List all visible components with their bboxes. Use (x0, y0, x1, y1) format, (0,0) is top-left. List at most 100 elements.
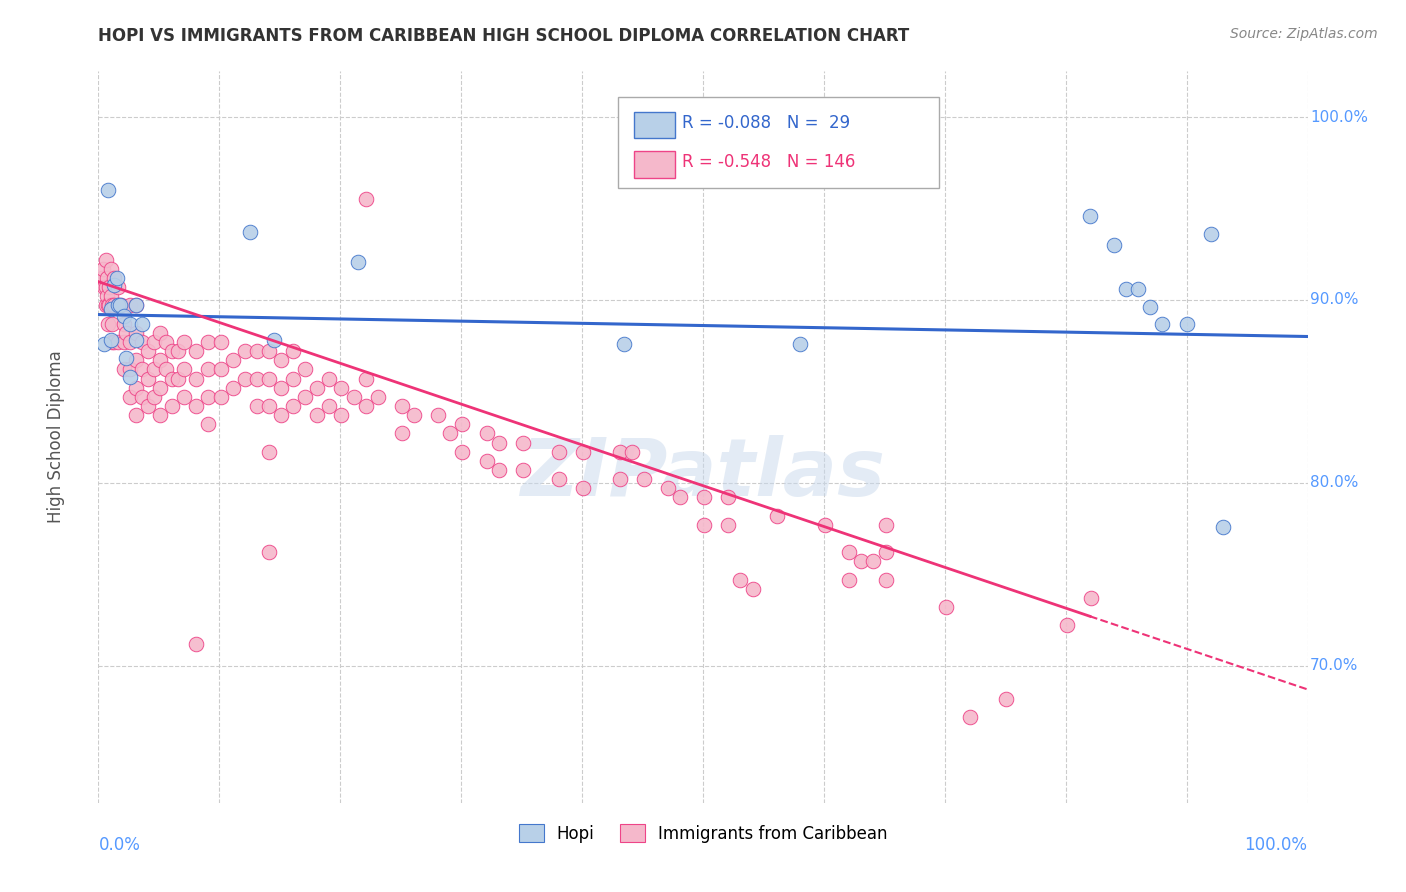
Point (239, 225, 262, 239)
Point (125, 298, 148, 312)
Point (620, 444, 643, 458)
Point (838, 573, 860, 587)
Point (125, 326, 148, 340)
Point (572, 444, 595, 458)
Point (112, 310, 135, 324)
Point (136, 344, 159, 359)
Point (862, 554, 884, 568)
Point (572, 481, 595, 495)
Point (512, 463, 534, 477)
Point (875, 517, 897, 532)
Point (107, 298, 129, 312)
Point (814, 517, 837, 532)
Point (197, 417, 219, 432)
Point (402, 408, 425, 422)
Point (548, 444, 571, 458)
Text: 0.0%: 0.0% (98, 836, 141, 854)
Point (1199, 227, 1222, 241)
Text: 100.0%: 100.0% (1310, 110, 1368, 125)
Point (1080, 591, 1102, 605)
Point (108, 298, 131, 312)
Point (149, 353, 172, 368)
Point (307, 408, 329, 422)
Point (91, 271, 114, 285)
Point (197, 334, 219, 349)
Point (257, 444, 280, 458)
Text: Source: ZipAtlas.com: Source: ZipAtlas.com (1230, 27, 1378, 41)
Point (97, 183, 120, 197)
Point (439, 426, 461, 441)
Point (1078, 209, 1101, 223)
Point (197, 390, 219, 404)
Point (155, 362, 177, 376)
Point (633, 472, 655, 486)
Point (391, 399, 413, 413)
Text: High School Diploma: High School Diploma (46, 351, 65, 524)
Point (103, 298, 125, 312)
Point (875, 545, 897, 559)
Point (717, 491, 740, 505)
Point (669, 491, 692, 505)
Point (100, 261, 122, 276)
Point (160, 399, 183, 413)
Point (347, 254, 370, 268)
Point (693, 491, 716, 505)
Point (112, 362, 135, 376)
Point (115, 326, 138, 340)
Point (186, 371, 208, 385)
Point (246, 344, 269, 359)
Point (1115, 282, 1137, 296)
Point (294, 390, 316, 404)
Text: 70.0%: 70.0% (1310, 658, 1358, 673)
Point (103, 278, 125, 293)
Point (136, 399, 159, 413)
Point (318, 399, 340, 413)
Point (246, 399, 269, 413)
Point (935, 600, 957, 615)
Point (131, 317, 153, 331)
Point (1152, 317, 1174, 331)
Point (143, 362, 166, 376)
Point (475, 426, 498, 441)
Point (1056, 618, 1078, 632)
Legend: Hopi, Immigrants from Caribbean: Hopi, Immigrants from Caribbean (512, 818, 894, 849)
Point (257, 545, 280, 559)
Point (105, 271, 128, 285)
Point (103, 334, 125, 349)
Point (118, 317, 141, 331)
Point (107, 280, 129, 294)
Point (391, 426, 413, 441)
Point (167, 344, 190, 359)
Point (149, 326, 172, 340)
Point (112, 334, 135, 349)
Point (131, 362, 153, 376)
Point (209, 390, 232, 404)
Point (94, 280, 117, 294)
Point (1128, 282, 1150, 296)
Point (851, 554, 873, 568)
Point (263, 333, 285, 347)
Point (281, 344, 304, 359)
Point (118, 362, 141, 376)
Point (115, 351, 138, 366)
FancyBboxPatch shape (634, 152, 675, 178)
Point (1102, 238, 1125, 252)
Point (657, 481, 679, 495)
Point (209, 362, 232, 376)
Point (125, 381, 148, 395)
Point (160, 344, 183, 359)
Text: ZIPatlas: ZIPatlas (520, 434, 886, 513)
Point (143, 334, 166, 349)
Point (488, 463, 510, 477)
Point (765, 508, 787, 523)
Point (91, 261, 114, 276)
Point (354, 399, 377, 413)
Point (730, 573, 752, 587)
Point (100, 298, 122, 312)
Point (93, 280, 115, 294)
Point (609, 444, 631, 458)
Point (741, 582, 763, 596)
Point (131, 334, 153, 349)
Text: 90.0%: 90.0% (1310, 293, 1358, 308)
Point (186, 344, 208, 359)
